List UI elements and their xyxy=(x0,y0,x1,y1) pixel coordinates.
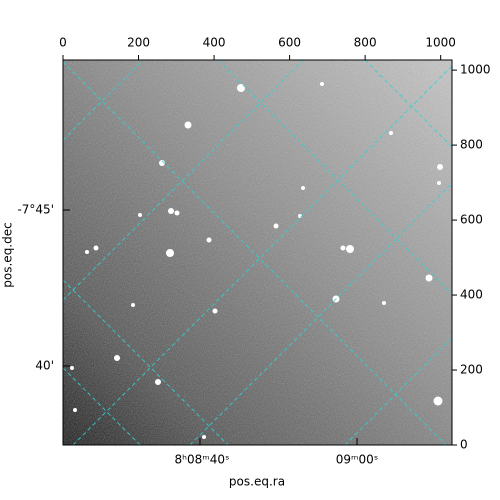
x-axis-label: pos.eq.ra xyxy=(229,475,285,489)
world-ticks xyxy=(63,209,358,445)
x-tick-label: 1000 xyxy=(425,36,456,50)
ra-tick-label: 8ʰ08ᵐ40ˢ xyxy=(175,453,230,467)
y-tick-label: 800 xyxy=(460,138,483,152)
x-tick-label: 800 xyxy=(354,36,377,50)
plot-frame xyxy=(62,59,453,446)
x-tick-label: 600 xyxy=(278,36,301,50)
y-tick-label: 1000 xyxy=(460,63,491,77)
sky-image xyxy=(63,60,452,445)
y-tick-label: 200 xyxy=(460,363,483,377)
x-tick-label: 400 xyxy=(203,36,226,50)
dec-tick-label: -7°45' xyxy=(17,203,54,217)
y-tick-label: 0 xyxy=(460,438,468,452)
ra-tick-label: 09ᵐ00ˢ xyxy=(336,453,379,467)
y-axis-label: pos.eq.dec xyxy=(1,222,15,287)
dec-tick-label: 40' xyxy=(35,359,54,373)
x-tick-label: 0 xyxy=(59,36,67,50)
y-tick-label: 600 xyxy=(460,213,483,227)
y-tick-label: 400 xyxy=(460,288,483,302)
x-tick-label: 200 xyxy=(127,36,150,50)
